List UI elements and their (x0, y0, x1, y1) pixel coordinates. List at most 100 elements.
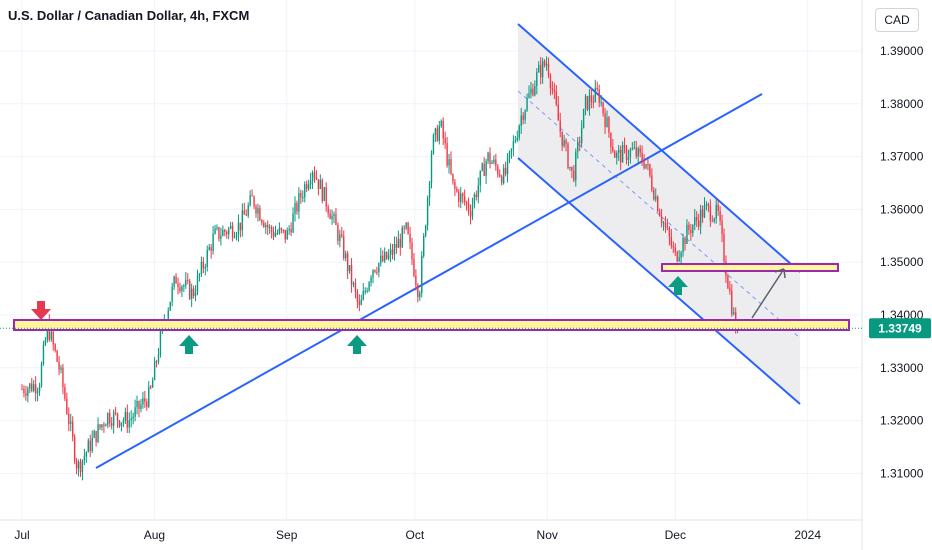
candle-body (366, 290, 368, 292)
candle-body (380, 255, 382, 264)
candle-body (567, 143, 569, 168)
candle-body (647, 164, 649, 166)
candle-body (547, 63, 550, 76)
candle-body (483, 163, 485, 176)
candle-body (87, 440, 89, 453)
candle-body (34, 384, 37, 394)
candle-body (382, 255, 384, 261)
candle-body (144, 398, 146, 402)
candle-body (598, 89, 600, 103)
candle-body (284, 229, 286, 240)
candle-body (510, 148, 513, 152)
candle-body (438, 126, 440, 141)
candle-body (711, 220, 713, 222)
candle-body (346, 253, 349, 272)
currency-button[interactable]: CAD (875, 8, 919, 32)
x-tick-label: Dec (665, 528, 686, 542)
candle-body (625, 147, 628, 160)
candle-body (315, 177, 318, 180)
candle-body (577, 141, 579, 152)
candle-body (235, 234, 238, 237)
candle-body (473, 194, 476, 205)
candle-body (140, 404, 142, 410)
x-tick-label: 2024 (794, 528, 821, 542)
candle-body (142, 398, 144, 405)
chart-overlay-layer (0, 263, 862, 354)
candle-body (118, 420, 121, 427)
candle-body (233, 236, 236, 238)
candle-body (261, 220, 263, 223)
down-arrow-marker (31, 301, 51, 320)
candle-body (653, 189, 655, 200)
candle-body (177, 283, 179, 288)
candle-body (504, 167, 507, 175)
candle-body (120, 422, 123, 427)
candle-body (727, 276, 729, 289)
candle-body (401, 227, 403, 248)
candle-body (545, 63, 548, 66)
candle-body (267, 224, 269, 228)
candle-body (339, 234, 341, 241)
projection-arrow-head (774, 268, 786, 279)
candle-body (569, 166, 571, 168)
candle-body (290, 228, 292, 233)
candle-body (79, 461, 82, 472)
candle-body (709, 206, 712, 221)
candle-body (477, 185, 479, 198)
candle-body (493, 159, 495, 163)
candle-body (220, 235, 222, 239)
candle-body (231, 225, 234, 238)
candle-body (666, 226, 669, 228)
candle-body (105, 424, 107, 427)
candle-body (109, 413, 111, 424)
candle-body (364, 290, 366, 292)
chart-grid (0, 0, 863, 550)
candle-body (73, 436, 76, 462)
candle-body (637, 148, 639, 157)
candle-body (684, 237, 686, 244)
x-tick-label: Oct (406, 528, 425, 542)
candle-body (721, 220, 723, 234)
candle-body (469, 211, 472, 217)
candle-body (575, 151, 577, 181)
candle-body (487, 152, 489, 162)
candle-body (697, 220, 700, 227)
candle-body (302, 197, 304, 199)
candle-body (446, 143, 448, 166)
candle-body (590, 95, 593, 102)
candle-body (333, 214, 335, 216)
candle-body (304, 184, 306, 198)
candle-body (66, 398, 68, 414)
candle-body (247, 205, 249, 216)
candle-body (189, 280, 191, 299)
candle-body (512, 141, 515, 149)
candle-body (596, 87, 598, 90)
candle-body (107, 413, 109, 425)
candle-body (136, 401, 138, 408)
candle-body (181, 286, 183, 291)
candle-body (278, 228, 281, 233)
candle-body (257, 208, 259, 214)
candle-body (524, 110, 526, 120)
candle-body (175, 276, 177, 284)
candle-body (122, 420, 125, 423)
candle-body (124, 412, 127, 421)
candle-body (194, 292, 197, 296)
candle-body (719, 210, 721, 221)
candle-body (440, 120, 442, 127)
candle-body (206, 249, 208, 268)
candle-body (588, 95, 591, 110)
candle-body (288, 228, 290, 231)
candle-body (237, 222, 240, 235)
candle-body (481, 163, 483, 171)
up-arrow-marker (668, 276, 688, 295)
candle-body (442, 120, 444, 139)
candle-body (270, 227, 273, 232)
y-tick-label: 1.33000 (880, 361, 924, 375)
candle-body (658, 211, 661, 217)
x-tick-label: Sep (276, 528, 298, 542)
candle-body (463, 196, 466, 203)
candle-body (405, 222, 407, 229)
candle-body (150, 386, 152, 388)
